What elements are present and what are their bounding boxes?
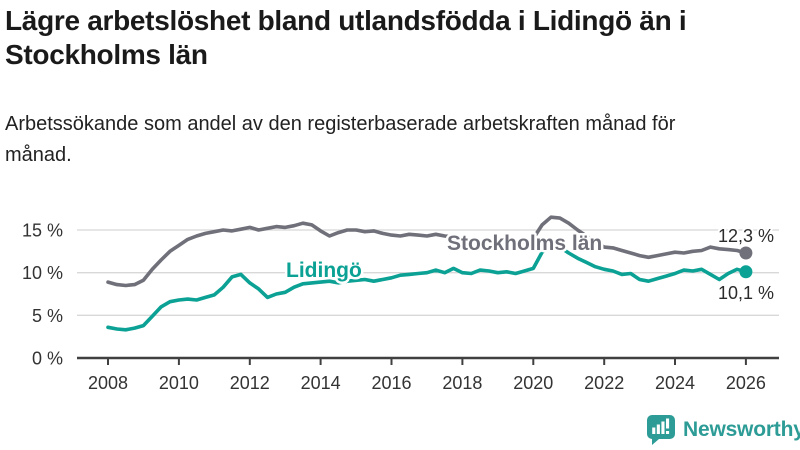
line-chart: 2008 2010 2012 2014 2016 2018 2020 2022 2024 2026… [22, 215, 779, 393]
x-tick-label: 2012 [230, 373, 270, 393]
series-end-dot-liding- [739, 265, 753, 279]
x-tick-label: 2020 [513, 373, 553, 393]
x-tick-label: 2026 [726, 373, 766, 393]
end-value-label-stockholms-l-n: 12,3 % [718, 226, 774, 246]
y-tick-label: 15 % [22, 221, 63, 241]
series-label-liding-: Lidingö [286, 259, 362, 282]
newsworthy-logo-text: Newsworthy [683, 417, 800, 441]
series-line-liding- [106, 243, 748, 332]
x-tick-label: 2024 [655, 373, 695, 393]
end-value-label-liding-: 10,1 % [718, 283, 774, 303]
bar-chart-speech-bubble-icon [647, 415, 675, 445]
x-tick-label: 2010 [159, 373, 199, 393]
y-tick-label: 10 % [22, 263, 63, 283]
chart-subtitle: Arbetssökande som andel av den registerb… [5, 113, 676, 166]
series-line-stockholms-l-n [106, 215, 748, 288]
x-tick-label: 2014 [301, 373, 341, 393]
x-tick-label: 2016 [371, 373, 411, 393]
series-label-stockholms-l-n: Stockholms län [447, 232, 602, 255]
newsworthy-logo: Newsworthy [646, 414, 800, 445]
page-title: Lägre arbetslöshet bland utlandsfödda i … [5, 5, 687, 70]
series-end-dot-stockholms-l-n [739, 246, 753, 260]
x-tick-label: 2018 [442, 373, 482, 393]
y-tick-label: 5 % [32, 306, 63, 326]
x-tick-label: 2008 [88, 373, 128, 393]
x-tick-label: 2022 [584, 373, 624, 393]
y-tick-label: 0 % [32, 349, 63, 369]
